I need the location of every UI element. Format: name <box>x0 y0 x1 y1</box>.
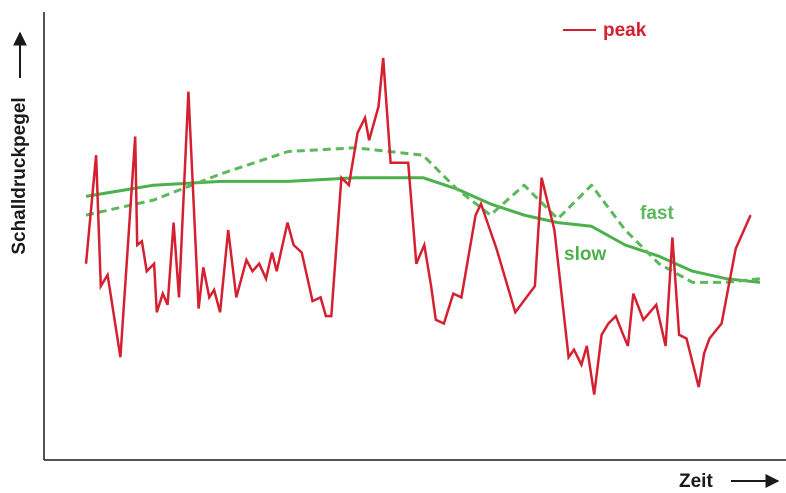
series-label-slow: slow <box>564 244 606 265</box>
series-line-peak <box>84 57 752 395</box>
series-label-peak: peak <box>603 20 647 41</box>
y-axis-title: Schalldruckpegel <box>9 97 30 254</box>
series-line-fast <box>85 146 761 284</box>
series-line-slow <box>85 176 761 284</box>
series-label-fast: fast <box>640 203 674 224</box>
x-axis-title: Zeit <box>679 471 713 492</box>
